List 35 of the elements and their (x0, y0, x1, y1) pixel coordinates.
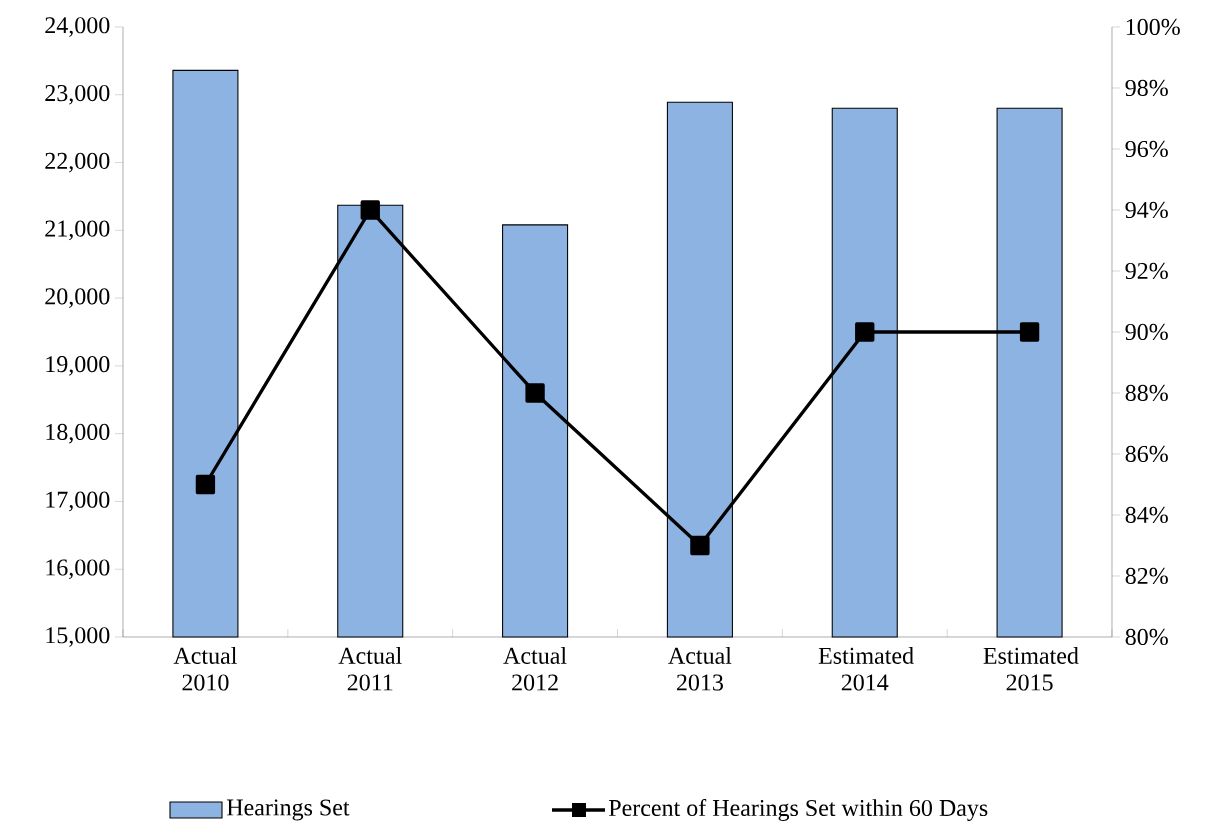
y-tick-label: 23,000 (45, 84, 110, 105)
y2-tick-label: 94% (1125, 201, 1168, 219)
point (690, 535, 710, 556)
x-tick-label: Actual 2011 (338, 647, 402, 691)
x-tick-label: Actual 2010 (173, 647, 237, 691)
y-tick-label: 20,000 (45, 288, 110, 308)
x-tick-label: Estimated 2015 (983, 647, 1079, 691)
y-tick-label: 15,000 (46, 627, 110, 647)
y-tick-label: 17,000 (46, 491, 110, 512)
y2-tick-label: 88% (1125, 384, 1168, 402)
point (195, 474, 216, 495)
y2-tick-label: 96% (1125, 140, 1168, 158)
y2-tick-label: 90% (1125, 323, 1168, 341)
point (525, 383, 545, 403)
legend-label: Hearings Set (226, 799, 350, 821)
point (1019, 322, 1040, 342)
x-tick-label: Actual 2012 (503, 647, 567, 691)
x-tick-label: Estimated 2014 (818, 647, 914, 691)
y2-tick-label: 100% (1126, 18, 1180, 36)
point (855, 322, 875, 342)
point (360, 200, 380, 220)
y2-tick-label: 80% (1125, 628, 1168, 646)
legend-label: Percent of Hearings Set within 60 Days (608, 798, 988, 822)
y2-tick-label: 92% (1125, 262, 1168, 280)
y2-tick-label: 98% (1125, 79, 1168, 97)
y2-tick-label: 82% (1125, 567, 1168, 585)
y-tick-label: 21,000 (45, 220, 110, 241)
y-tick-label: 24,000 (45, 17, 110, 37)
y-tick-label: 16,000 (46, 559, 110, 580)
y2-tick-label: 84% (1125, 506, 1168, 524)
x-tick-label: Actual 2013 (668, 647, 732, 691)
y-tick-label: 19,000 (46, 356, 110, 376)
y-tick-label: 18,000 (46, 423, 110, 444)
y-tick-label: 22,000 (45, 152, 110, 173)
y2-tick-label: 86% (1125, 445, 1168, 463)
